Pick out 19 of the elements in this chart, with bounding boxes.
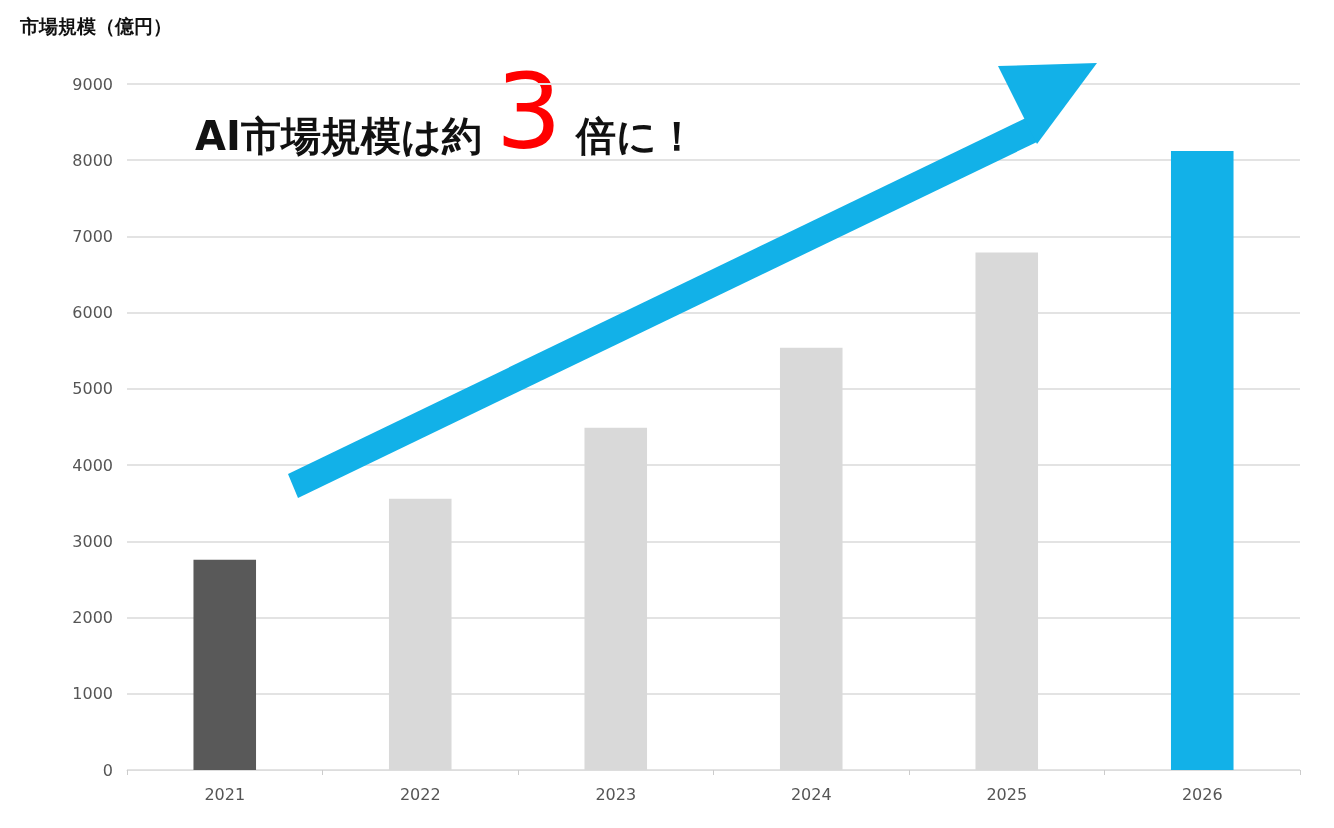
bar: [193, 559, 257, 770]
x-tick-label: 2022: [399, 784, 441, 804]
y-tick-label: 8000: [72, 150, 113, 170]
bar: [1170, 151, 1234, 770]
x-tick-label: 2025: [986, 784, 1028, 804]
y-tick-label: 0: [102, 760, 113, 780]
x-tick-label: 2024: [790, 784, 832, 804]
x-tick-label: 2021: [204, 784, 246, 804]
y-axis-title: 市場規模（億円）: [19, 14, 172, 37]
y-tick-label: 3000: [72, 531, 113, 551]
x-tick-label: 2026: [1181, 784, 1223, 804]
y-tick-label: 2000: [72, 608, 113, 628]
x-tick-label: 2023: [595, 784, 637, 804]
y-tick-label: 5000: [72, 379, 113, 399]
y-tick-label: 1000: [72, 684, 113, 704]
y-tick-label: 6000: [72, 303, 113, 323]
y-tick-label: 9000: [72, 74, 113, 94]
y-tick-label: 4000: [72, 455, 113, 475]
y-tick-label: 7000: [72, 226, 113, 246]
